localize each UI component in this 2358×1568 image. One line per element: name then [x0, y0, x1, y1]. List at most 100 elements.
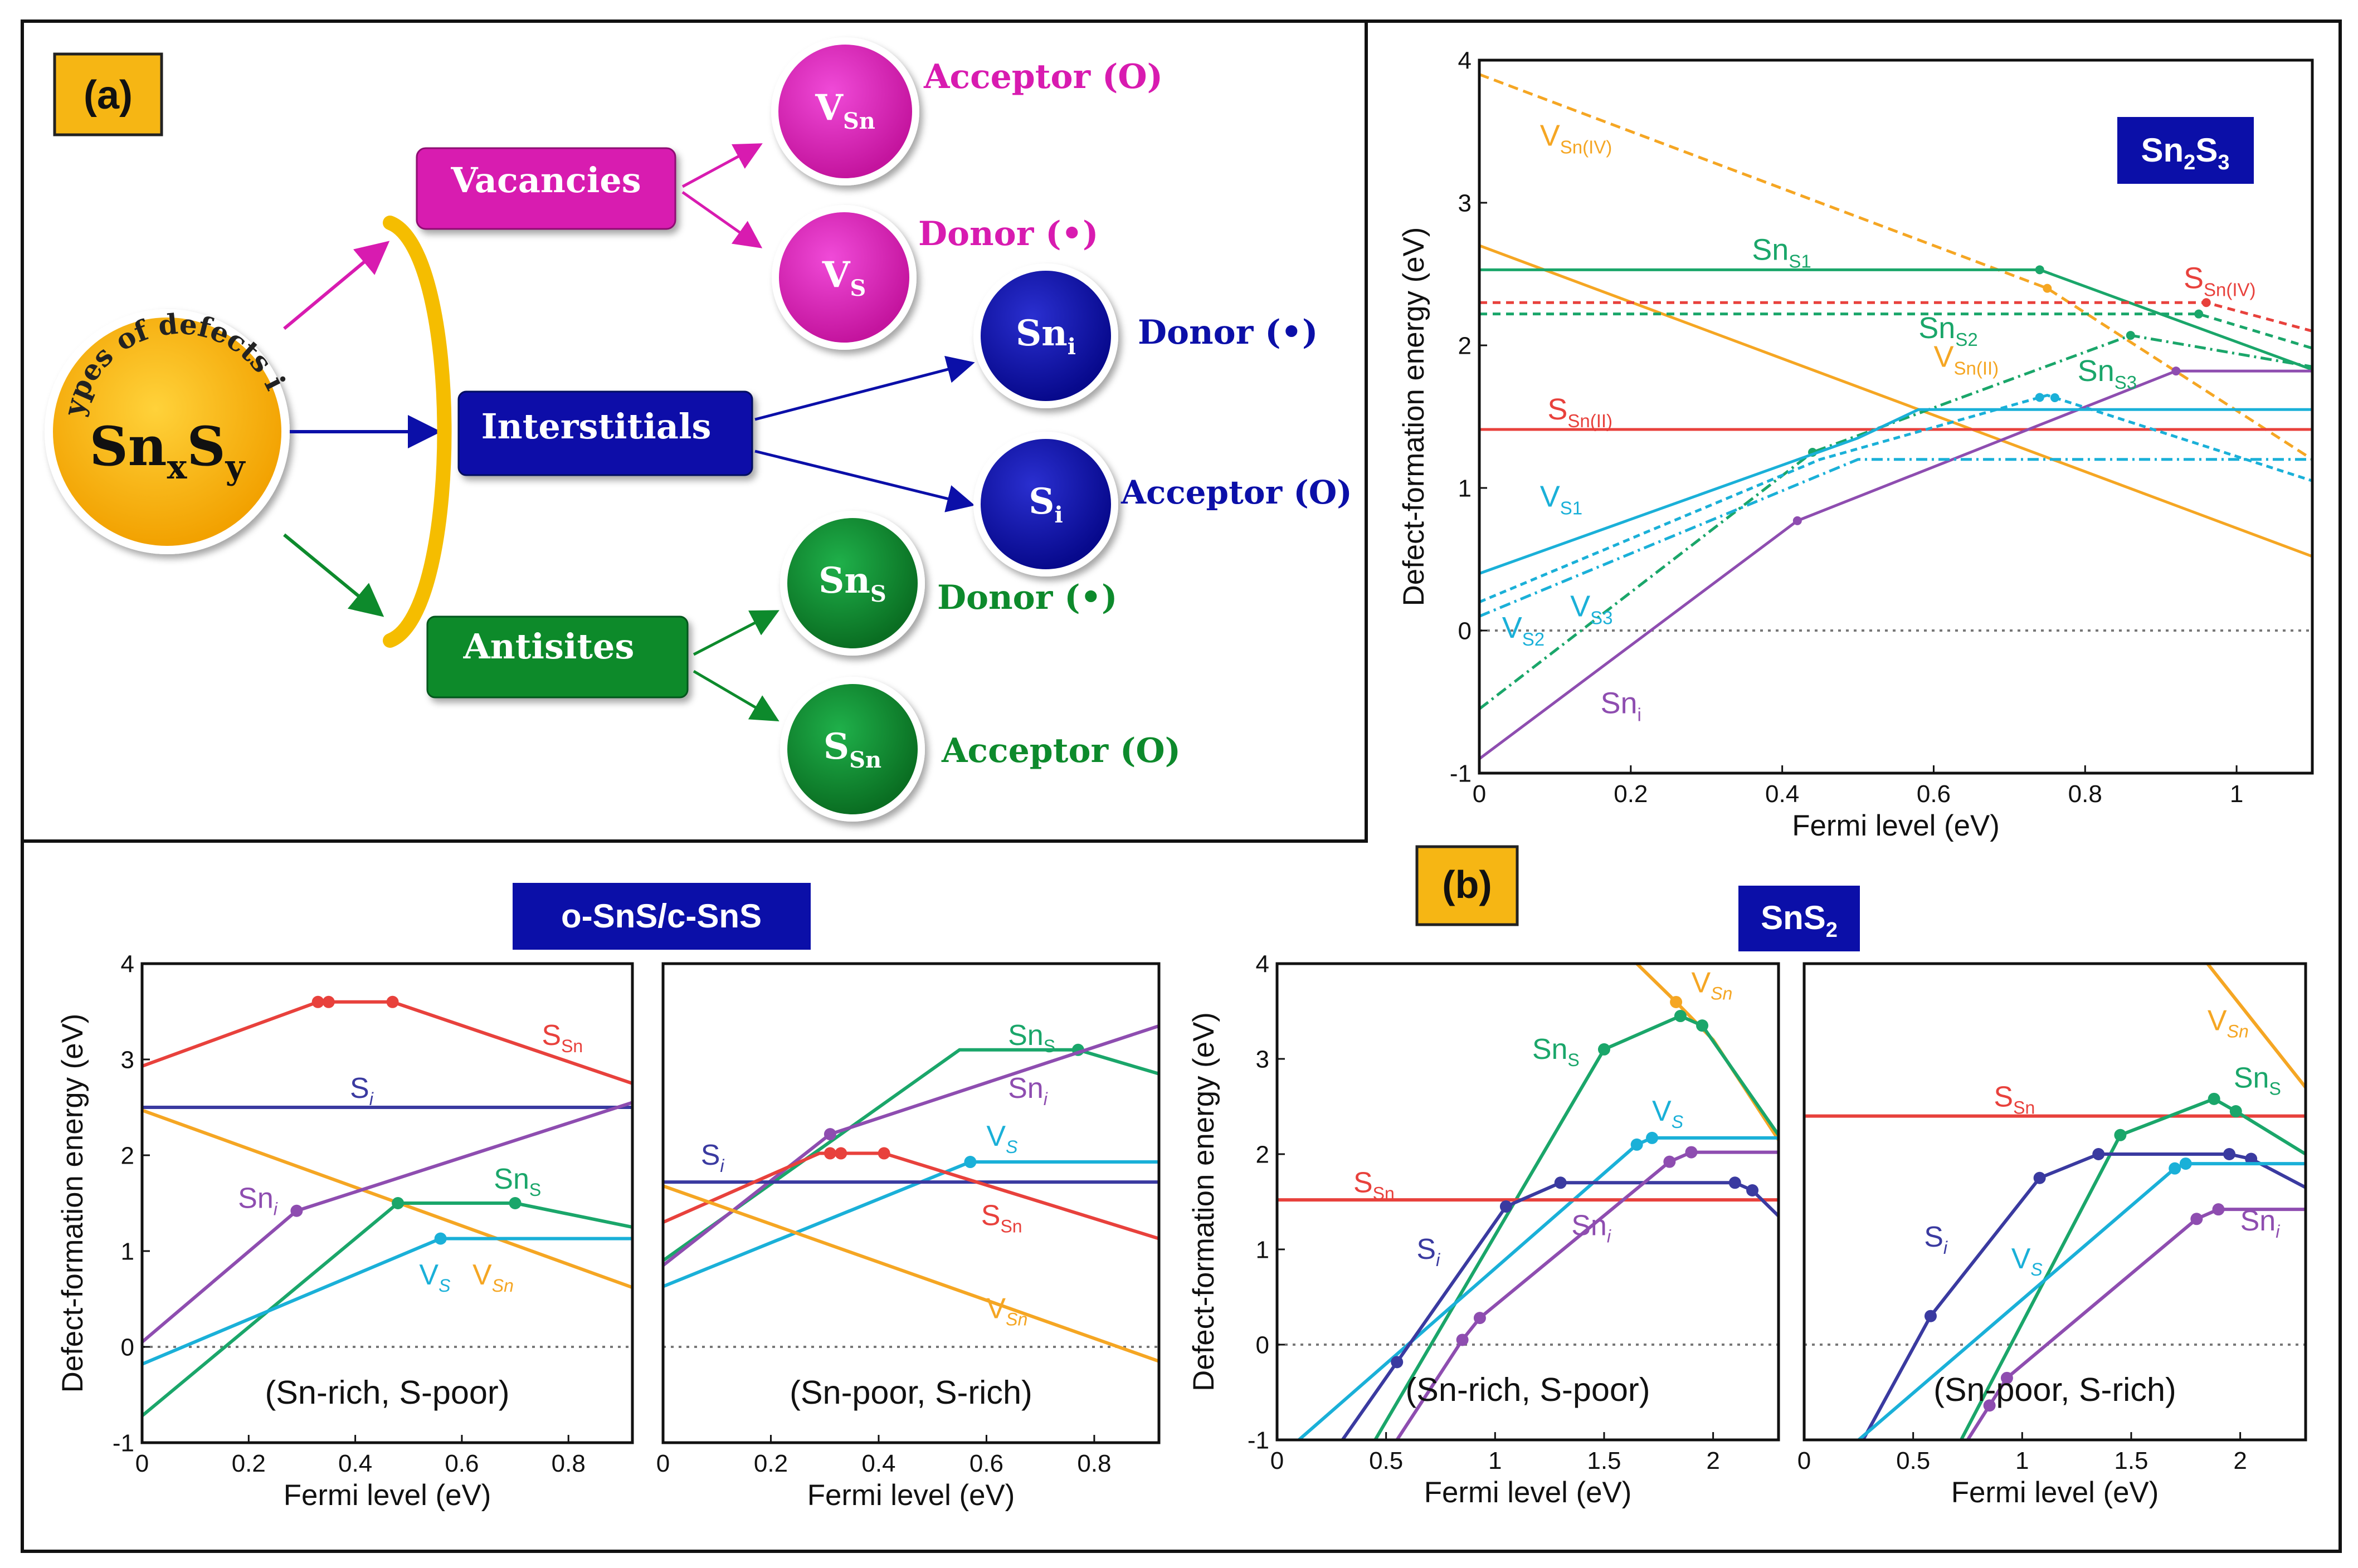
x-tick-label: 0.4: [338, 1450, 372, 1477]
series-label-sn-i: Sni: [1600, 686, 1641, 725]
series-label-sn-i: Sni: [1571, 1209, 1611, 1246]
transition-marker: [1646, 1131, 1659, 1144]
plot-frame: [1478, 58, 2314, 775]
transition-marker: [1685, 1146, 1698, 1159]
transition-marker: [509, 1197, 522, 1209]
panel-a: (a) Types of defects in SnxSy Vacancies …: [0, 0, 1352, 822]
grouping-bracket: [383, 216, 452, 648]
transition-marker: [878, 1147, 890, 1160]
x-tick-label: 2: [1706, 1447, 1719, 1474]
y-tick-label: 0: [1256, 1331, 1269, 1359]
plot-frame: [1802, 962, 2307, 1442]
transition-marker: [1499, 1200, 1512, 1213]
series-label-sn-s3: SnS3: [2078, 354, 2137, 393]
series-line-v-sn-ii-: [1479, 244, 2312, 558]
plot-frame: [1275, 962, 1780, 1442]
defect-node-sn-s: SnS Donor (•): [780, 511, 1117, 656]
transition-marker: [2171, 367, 2181, 376]
transition-marker: [1391, 1356, 1404, 1369]
transition-marker: [2035, 393, 2044, 402]
series-label-v-s: VS: [419, 1259, 450, 1296]
series-label-v-s: VS: [2011, 1243, 2043, 1279]
condition-label: (Sn-poor, S-rich): [1933, 1371, 2176, 1408]
chart-sns2-poor: VSn SSn SnS Si VS Sni 0 0.5 1 1.5 2 Fermi level (eV…: [1797, 962, 2307, 1509]
x-tick-label: 0.8: [1077, 1450, 1111, 1477]
series-line-sn-s2: [1479, 312, 2312, 350]
x-tick-label: 0: [1270, 1447, 1284, 1474]
x-tick-label: 0: [1473, 780, 1486, 808]
y-tick-label: 2: [121, 1142, 134, 1169]
arrow-hub-antisites: [283, 533, 384, 617]
series-label-sn-s: SnS: [1008, 1019, 1055, 1056]
defect-label-s-i: Acceptor (O): [1120, 473, 1352, 511]
series-line-v-sn: [142, 1108, 632, 1289]
arrow-to-sn-s: [693, 610, 779, 656]
y-tick-label: 4: [1256, 950, 1269, 978]
transition-marker: [2212, 1203, 2225, 1216]
transition-marker: [2223, 1148, 2236, 1160]
y-tick-label: 2: [1256, 1141, 1269, 1168]
series-line-s-sn-iv-: [1479, 301, 2312, 333]
series-label-v-s: VS: [1652, 1095, 1683, 1132]
transition-marker: [2179, 1157, 2192, 1170]
svg-text:VS: VS: [822, 254, 866, 301]
x-tick-label: 1: [1488, 1447, 1502, 1474]
series-label-s-sn-iv-: SSn(IV): [2184, 262, 2256, 300]
series-label-s-sn-ii-: SSn(II): [1547, 393, 1612, 431]
series-label-sn-i: Sni: [238, 1183, 278, 1219]
svg-text:VSn: VSn: [815, 87, 875, 134]
x-tick-label: 0.2: [754, 1450, 788, 1477]
series-label-v-s1: VS1: [1540, 480, 1582, 518]
defect-node-v-sn: VSn Acceptor (O): [771, 37, 1163, 185]
transition-marker: [2190, 1213, 2203, 1225]
transition-marker: [2043, 284, 2052, 293]
transition-marker: [2201, 298, 2211, 307]
x-tick-label: 0.4: [1765, 780, 1799, 808]
transition-marker: [2050, 393, 2059, 402]
y-tick-label: 4: [121, 950, 134, 978]
x-axis-label: Fermi level (eV): [1792, 809, 2000, 842]
series-label-s-i: Si: [1416, 1233, 1440, 1270]
x-tick-label: 0.2: [1614, 780, 1648, 808]
transition-marker: [392, 1197, 405, 1209]
arrow-to-s-i: [754, 450, 975, 512]
category-vacancies-label: Vacancies: [450, 160, 641, 201]
series-label-sn-i: Sni: [1008, 1072, 1048, 1109]
y-tick-label: 1: [121, 1238, 134, 1265]
transition-marker: [2114, 1129, 2127, 1141]
series-line-v-s: [1298, 1136, 1779, 1440]
defect-node-sn-i: Sni Donor (•): [973, 263, 1318, 408]
transition-marker: [1674, 1010, 1687, 1023]
series-label-v-sn-ii-: VSn(II): [1933, 340, 1999, 378]
x-axis-label: Fermi level (eV): [1424, 1476, 1632, 1509]
series-line-sn-i: [1395, 1150, 1779, 1440]
y-tick-label: 3: [121, 1046, 134, 1073]
y-tick-label: 1: [1256, 1236, 1269, 1263]
series-label-v-sn-iv-: VSn(IV): [1540, 119, 1612, 158]
title-box-sns2: [1738, 886, 1860, 951]
arrow-hub-vacancies: [283, 241, 390, 330]
series-label-s-sn: SSn: [1353, 1166, 1395, 1203]
transition-marker: [2126, 331, 2135, 340]
y-tick-label: -1: [1248, 1427, 1269, 1454]
arrow-to-v-sn: [681, 143, 763, 188]
transition-marker: [1630, 1138, 1643, 1151]
x-tick-label: 0: [1797, 1447, 1811, 1474]
transition-marker: [1746, 1184, 1759, 1196]
series-label-s-sn: SSn: [1994, 1081, 2035, 1118]
x-tick-label: 0.4: [861, 1450, 895, 1477]
title-box-sn2s3: [2117, 117, 2254, 184]
transition-marker: [2092, 1148, 2105, 1160]
transition-marker: [2033, 1171, 2046, 1184]
series-label-sn-s1: SnS1: [1752, 233, 1811, 271]
category-antisites: Antisites: [426, 616, 689, 698]
series-label-v-s2: VS2: [1502, 611, 1545, 649]
defect-node-s-i: Si Acceptor (O): [973, 432, 1352, 577]
y-tick-label: 0: [121, 1333, 134, 1361]
category-vacancies: Vacancies: [416, 147, 676, 230]
transition-marker: [1924, 1310, 1937, 1322]
series-label-sn-s: SnS: [2234, 1062, 2281, 1098]
arrow-to-sn-i: [754, 355, 975, 421]
series-line-v-sn: [663, 1184, 1159, 1363]
